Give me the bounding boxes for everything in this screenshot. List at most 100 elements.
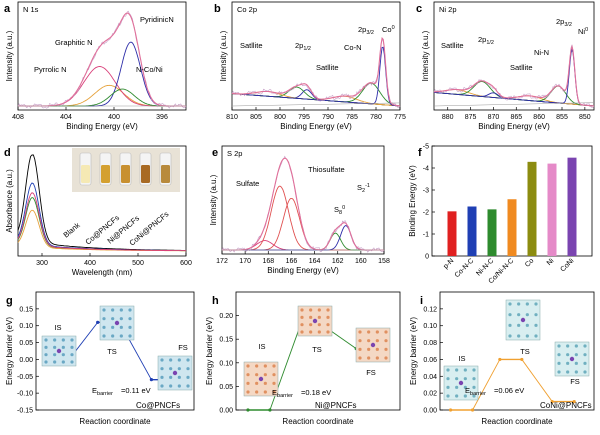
- barrier-label: Ebarrier: [272, 388, 293, 399]
- y-tick-label: 0.04: [423, 374, 437, 381]
- y-tick-label: 0.00: [423, 408, 437, 415]
- peak-label: Thiosulfate: [308, 165, 345, 174]
- atom: [111, 308, 115, 312]
- atom: [44, 338, 48, 342]
- atom: [446, 394, 450, 398]
- plot-frame: [221, 145, 385, 255]
- level-point: [470, 408, 475, 412]
- atom: [263, 373, 267, 377]
- atom: [525, 313, 529, 317]
- plot-frame: [17, 1, 187, 111]
- x-tick-label: 795: [298, 114, 310, 121]
- x-axis-label: Reaction coordinate: [282, 417, 354, 426]
- atom: [186, 367, 190, 371]
- atom: [70, 360, 74, 364]
- x-tick-label: 775: [394, 114, 406, 121]
- vial-liquid: [161, 165, 170, 183]
- level-point: [550, 399, 554, 404]
- x-tick-label: 875: [465, 114, 477, 121]
- component-curve: [231, 46, 401, 107]
- panel-e: e S 2p 172 170 168 166 164 162 160 158 Binding Ene…: [209, 145, 390, 275]
- y-tick-label: -3: [423, 188, 429, 195]
- atom: [177, 367, 181, 371]
- atom: [566, 361, 570, 365]
- atom: [472, 377, 476, 381]
- atom: [160, 358, 164, 362]
- peak-label: N-Co/Ni: [136, 65, 163, 74]
- atom: [583, 353, 587, 357]
- atom: [446, 385, 450, 389]
- metal-atom: [172, 370, 178, 376]
- connector-line: [472, 359, 501, 411]
- atom: [472, 385, 476, 389]
- atom: [246, 381, 250, 385]
- vial-liquid: [101, 165, 110, 183]
- x-tick-label: 810: [226, 114, 238, 121]
- x-tick-label: 300: [36, 260, 48, 267]
- atom: [375, 356, 379, 360]
- atom: [358, 339, 362, 343]
- x-tick-label: 170: [239, 258, 251, 265]
- atom: [61, 345, 65, 349]
- metal-atom: [114, 320, 120, 326]
- atom: [255, 381, 259, 385]
- panel-i: i 0.00 0.02 0.04 0.06 0.08 0.10 0.12 Reaction co…: [409, 291, 595, 426]
- atom: [525, 334, 529, 338]
- panel-letter: g: [6, 295, 13, 307]
- y-tick-label: 0.20: [219, 313, 233, 320]
- barrier-label: Ebarrier: [465, 386, 486, 397]
- x-axis-label: Wavelength (nm): [72, 268, 133, 277]
- atom: [557, 370, 561, 374]
- y-tick-label: -0.15: [17, 408, 33, 415]
- atom: [455, 377, 459, 381]
- atom: [317, 323, 321, 327]
- peak-label: Satllite: [316, 63, 339, 72]
- atom: [70, 345, 74, 349]
- atom: [525, 302, 529, 306]
- bar: [567, 157, 577, 256]
- atom: [263, 381, 267, 385]
- x-axis-label: Reaction coordinate: [481, 417, 553, 426]
- atom: [111, 317, 115, 321]
- atom: [44, 360, 48, 364]
- y-tick-label: 0.15: [19, 306, 33, 313]
- y-tick-label: 0.08: [423, 340, 437, 347]
- atom: [102, 317, 106, 321]
- panel-h: h 0.00 0.05 0.10 0.15 0.20 Reaction coordinate…: [205, 291, 401, 426]
- y-tick-label: 0.02: [423, 391, 437, 398]
- atom: [534, 313, 538, 317]
- atom: [566, 370, 570, 374]
- atom: [463, 377, 467, 381]
- peak-label: Pyrrolic N: [34, 65, 67, 74]
- atom: [463, 368, 467, 372]
- atom: [186, 384, 190, 388]
- y-tick-label: 0.10: [19, 323, 33, 330]
- peak-label: Satllite: [510, 63, 533, 72]
- panel-letter: a: [4, 3, 11, 15]
- x-tick-label: 172: [216, 258, 228, 265]
- panel-b: b Co 2p 810 805 800 795 790 785 780 775 Binding En…: [214, 1, 406, 131]
- atom: [119, 334, 123, 338]
- level-point: [96, 320, 100, 324]
- atom: [128, 334, 132, 338]
- background-line: [231, 102, 401, 107]
- atom: [367, 356, 371, 360]
- component-curve: [222, 185, 384, 251]
- state-label: FS: [366, 368, 376, 377]
- y-tick-label: -4: [423, 166, 429, 173]
- atom: [246, 364, 250, 368]
- atom: [61, 338, 65, 342]
- atom: [255, 390, 259, 394]
- metal-atom: [312, 318, 318, 324]
- atom: [111, 334, 115, 338]
- atom: [384, 339, 388, 343]
- spectrum-line: [17, 192, 187, 252]
- vial-liquid: [121, 165, 130, 183]
- panel-letter: e: [212, 147, 218, 159]
- category-label: CoNi: [559, 257, 575, 273]
- atom: [367, 339, 371, 343]
- atom: [128, 325, 132, 329]
- atom: [375, 347, 379, 351]
- atom: [246, 390, 250, 394]
